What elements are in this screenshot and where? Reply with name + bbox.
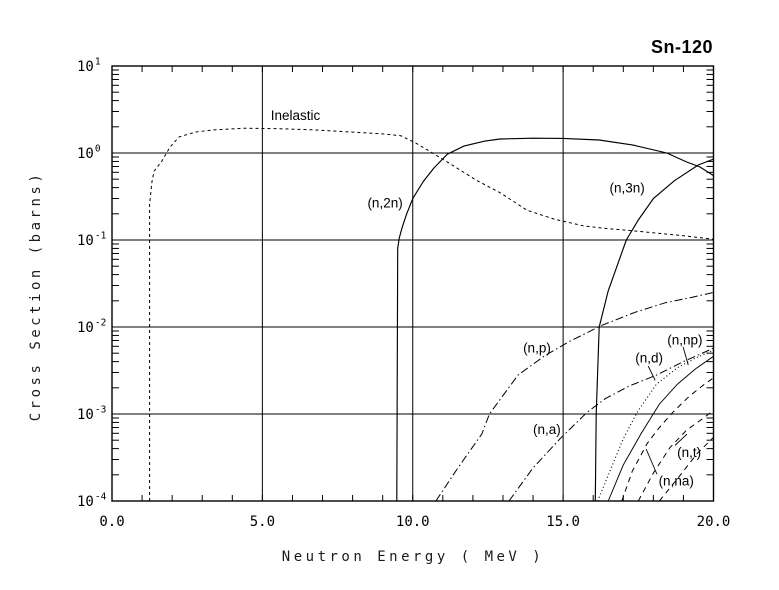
curve-label-inelastic: Inelastic (271, 108, 321, 123)
curve-label-n-a: (n,a) (533, 422, 561, 437)
curve-label-n-2n: (n,2n) (367, 196, 402, 211)
y-tick-exponent: -4 (95, 492, 107, 503)
series-n-3n (594, 158, 714, 502)
series-unlabeled (659, 436, 714, 502)
x-tick-label: 20.0 (697, 514, 731, 530)
x-tick-labels: 0.0 5.0 10.0 15.0 20.0 (99, 514, 730, 530)
x-tick-label: 10.0 (396, 514, 430, 530)
curve-label-n-t: (n,t) (677, 445, 701, 460)
y-tick-exponent: -3 (95, 405, 106, 416)
y-axis-title: Cross Section (barns) (28, 170, 44, 422)
x-tick-label: 5.0 (250, 514, 275, 530)
curve-labels: Inelastic (n,2n) (n,3n) (n,p) (n,np) (n,d) (n,… (271, 108, 703, 488)
x-axis-title: Neutron Energy ( MeV ) (281, 549, 545, 565)
y-tick-exponent: 0 (95, 144, 101, 155)
curve-label-n-p: (n,p) (523, 340, 551, 355)
series-n-na (621, 377, 714, 502)
series-n-d (607, 355, 714, 502)
label-leader-n-t (674, 433, 688, 446)
page-title: Sn-120 (650, 37, 713, 57)
x-tick-label: 15.0 (546, 514, 580, 530)
plot-frame (111, 65, 715, 502)
x-tick-label: 0.0 (99, 514, 124, 530)
y-tick-exponent: -2 (95, 318, 106, 329)
curve-label-n-3n: (n,3n) (610, 181, 645, 196)
series-n-t (637, 410, 714, 502)
label-leader-n-na (645, 448, 658, 475)
label-leader-n-d (647, 365, 656, 381)
y-tick-exponent: -1 (95, 231, 107, 242)
series-n-2n (396, 137, 714, 502)
y-tick-exponent: 1 (95, 57, 101, 68)
label-leader-n-np (682, 346, 689, 366)
series-n-p (435, 291, 714, 502)
curve-label-n-na: (n,na) (659, 473, 694, 488)
axis-ticks (112, 66, 714, 501)
series-curves (149, 127, 714, 502)
curve-label-n-d: (n,d) (635, 351, 663, 366)
series-n-a (508, 347, 714, 502)
curve-label-n-np: (n,np) (667, 332, 702, 347)
